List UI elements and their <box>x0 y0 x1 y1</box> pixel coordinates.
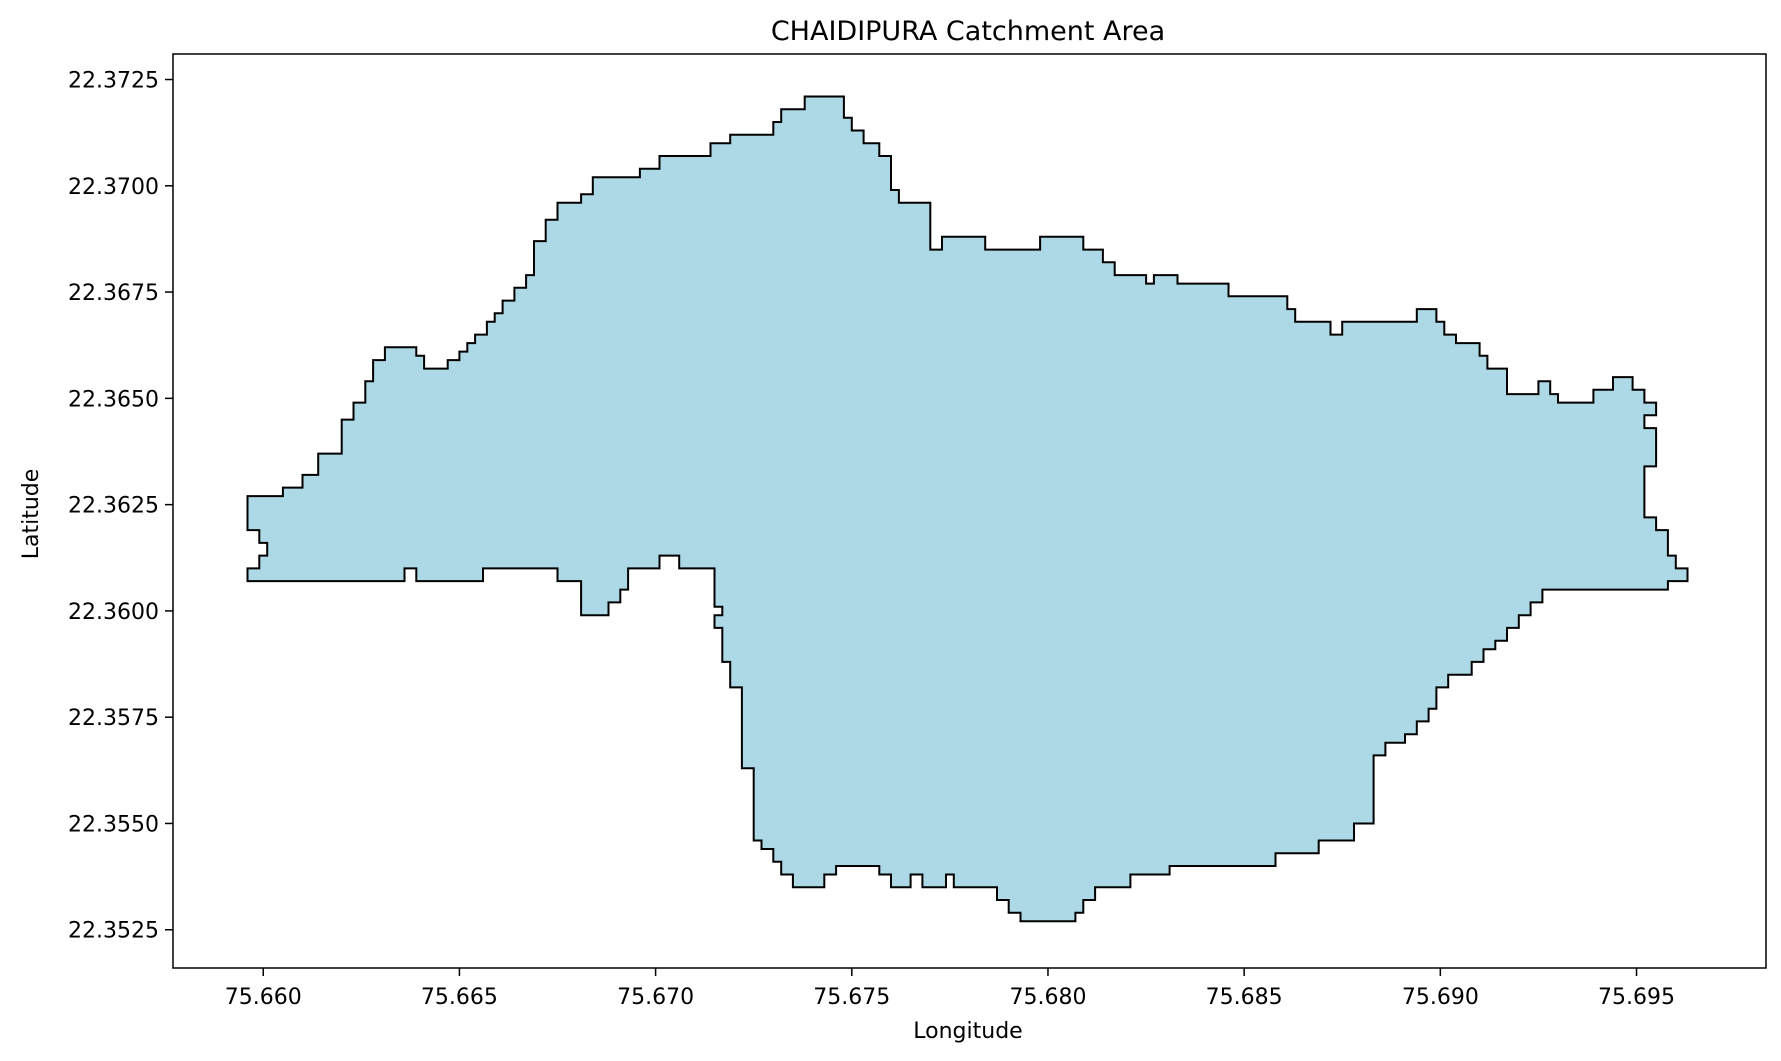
y-tick-label: 22.3600 <box>68 600 159 625</box>
x-tick-label: 75.680 <box>1009 985 1086 1010</box>
x-tick-label: 75.665 <box>421 985 498 1010</box>
y-tick-label: 22.3700 <box>68 175 159 200</box>
y-tick-label: 22.3575 <box>68 706 159 731</box>
x-tick-label: 75.675 <box>813 985 890 1010</box>
x-axis-label: Longitude <box>913 1019 1022 1044</box>
y-tick-label: 22.3725 <box>68 69 159 94</box>
y-tick-label: 22.3650 <box>68 387 159 412</box>
y-tick-label: 22.3550 <box>68 812 159 837</box>
plot-area <box>172 53 1767 969</box>
x-tick-label: 75.685 <box>1206 985 1283 1010</box>
y-tick-label: 22.3675 <box>68 281 159 306</box>
y-tick-label: 22.3525 <box>68 919 159 944</box>
y-axis-label: Latitude <box>19 469 44 560</box>
x-tick-label: 75.670 <box>617 985 694 1010</box>
x-axis: 75.660 75.665 75.670 75.675 75.680 75.685 75.6… <box>225 968 1675 1010</box>
y-axis: 22.3525 22.3550 22.3575 22.3600 22.3625 22.36… <box>68 69 173 944</box>
y-tick-label: 22.3625 <box>68 494 159 519</box>
plot-frame <box>172 53 1767 969</box>
x-tick-label: 75.660 <box>225 985 302 1010</box>
x-tick-label: 75.690 <box>1402 985 1479 1010</box>
chart-title: CHAIDIPURA Catchment Area <box>771 16 1165 47</box>
catchment-polygon <box>246 95 1689 923</box>
x-tick-label: 75.695 <box>1598 985 1675 1010</box>
